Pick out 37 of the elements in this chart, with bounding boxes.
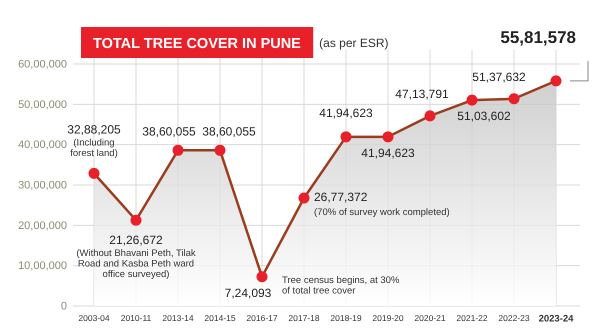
x-tick-label: 2014-15: [204, 313, 236, 324]
chart-title: TOTAL TREE COVER IN PUNE: [93, 36, 302, 52]
x-tick-label: 2022-23: [498, 313, 530, 324]
x-tick-label: 2018-19: [330, 313, 362, 324]
x-tick-label: 2003-04: [78, 313, 110, 324]
data-label: 38,60,055: [202, 124, 256, 138]
data-label: 51,03,602: [457, 109, 512, 124]
data-label: 21,26,672: [109, 233, 164, 248]
y-tick-label: 60,00,000: [18, 58, 67, 71]
x-tick-label: 2020-21: [414, 313, 446, 324]
data-label: 38,60,055: [142, 124, 196, 138]
y-tick-label: 30,00,000: [18, 180, 67, 192]
data-label: 41,94,623: [319, 106, 374, 120]
x-tick-label: 2010-11: [120, 313, 152, 324]
chart-subtitle: (as per ESR): [319, 36, 389, 50]
data-label: 55,81,578: [500, 28, 576, 47]
data-label: 51,37,632: [472, 70, 526, 84]
x-tick-label: 2023-24: [538, 314, 574, 325]
annotation: Tree census begins, at 30% of total tree cover: [282, 274, 400, 296]
data-label: 32,88,205: [67, 122, 122, 136]
y-tick-label: 20,00,000: [18, 220, 67, 232]
data-label: 26,77,372: [314, 190, 368, 204]
x-tick-label: 2019-20: [372, 313, 404, 324]
y-tick-label: 50,00,000: [18, 98, 67, 111]
data-label: 41,94,623: [361, 146, 416, 160]
annotation: (Without Bhavani Peth, Tilak Road and Kasba Peth ward office surveyed): [76, 248, 196, 280]
x-tick-label: 2021-22: [456, 313, 488, 324]
x-tick-label: 2017-18: [288, 313, 320, 324]
annotation: (70% of survey work completed): [314, 207, 450, 218]
y-tick-label: 40,00,000: [18, 139, 67, 152]
y-tick-label: 10,00,000: [18, 260, 67, 272]
data-label: 7,24,093: [224, 286, 272, 300]
annotation: (Including forest land): [70, 137, 118, 159]
y-tick-label: 0: [60, 300, 67, 313]
x-tick-label: 2013-14: [162, 313, 194, 324]
x-tick-label: 2016-17: [246, 313, 278, 324]
data-label: 47,13,791: [395, 86, 450, 101]
